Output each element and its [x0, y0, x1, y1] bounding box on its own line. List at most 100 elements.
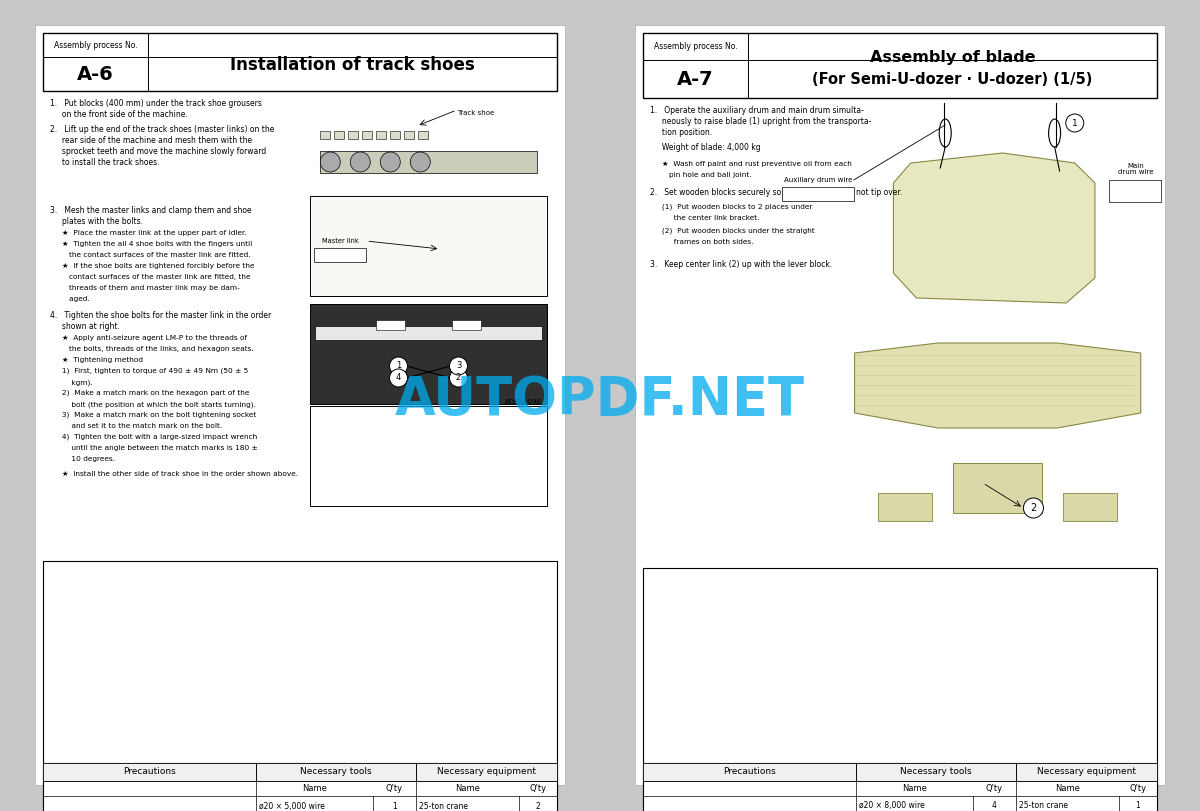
Text: Precautions: Precautions	[124, 767, 176, 776]
Text: and set it to the match mark on the bolt.: and set it to the match mark on the bolt…	[50, 423, 222, 429]
Bar	[43, 561, 557, 811]
Bar	[643, 763, 1157, 811]
Bar	[362, 131, 372, 139]
Text: 1: 1	[391, 801, 396, 810]
Text: kgm).: kgm).	[50, 379, 92, 385]
Bar	[878, 493, 932, 521]
Text: Assembly of blade: Assembly of blade	[870, 49, 1036, 65]
Text: until the angle between the match marks is 180 ±: until the angle between the match marks …	[50, 445, 258, 451]
Text: bolt (the position at which the bolt starts turning).: bolt (the position at which the bolt sta…	[50, 401, 256, 407]
Bar	[348, 131, 359, 139]
Text: Q'ty: Q'ty	[529, 784, 546, 793]
Text: 2.   Set wooden blocks securely so that the blade will not tip over.: 2. Set wooden blocks securely so that th…	[650, 188, 902, 197]
Bar	[419, 131, 428, 139]
Text: 2: 2	[456, 374, 461, 383]
Text: Name: Name	[902, 784, 926, 793]
Circle shape	[380, 152, 401, 172]
Text: 4: 4	[991, 801, 996, 810]
Bar	[311, 406, 547, 506]
Text: Assembly process No.: Assembly process No.	[654, 42, 738, 51]
Text: Track shoe: Track shoe	[457, 110, 494, 116]
Text: frames on both sides.: frames on both sides.	[650, 239, 754, 245]
Text: ★  Wash off paint and rust preventive oil from each: ★ Wash off paint and rust preventive oil…	[650, 161, 852, 167]
Circle shape	[450, 369, 468, 387]
Bar	[43, 33, 557, 91]
Text: 3.   Mesh the master links and clamp them and shoe: 3. Mesh the master links and clamp them …	[50, 206, 252, 215]
Text: shown at right.: shown at right.	[50, 322, 120, 331]
Text: on the front side of the machine.: on the front side of the machine.	[50, 110, 187, 119]
Text: tion position.: tion position.	[650, 128, 712, 137]
Text: 25-ton crane: 25-ton crane	[1019, 801, 1068, 810]
Text: Installation of track shoes: Installation of track shoes	[230, 56, 475, 74]
Text: Master link: Master link	[322, 238, 359, 244]
Bar	[377, 320, 404, 330]
Text: Name: Name	[1055, 784, 1080, 793]
Text: 25-ton crane: 25-ton crane	[419, 801, 468, 810]
Circle shape	[410, 152, 431, 172]
Text: pin hole and ball joint.: pin hole and ball joint.	[650, 172, 751, 178]
Circle shape	[1024, 498, 1044, 518]
Circle shape	[350, 152, 371, 172]
Text: Q'ty: Q'ty	[385, 784, 403, 793]
Bar	[404, 131, 414, 139]
Text: 42: 42	[892, 766, 908, 779]
Text: ø20 × 8,000 wire: ø20 × 8,000 wire	[859, 801, 925, 810]
Text: Auxiliary drum wire: Auxiliary drum wire	[784, 177, 852, 183]
Text: ★  Apply anti-seizure agent LM-P to the threads of: ★ Apply anti-seizure agent LM-P to the t…	[50, 335, 247, 341]
Text: 1: 1	[1135, 801, 1140, 810]
Text: ★  Tighten the all 4 shoe bolts with the fingers until: ★ Tighten the all 4 shoe bolts with the …	[50, 241, 252, 247]
Bar	[335, 131, 344, 139]
Text: Necessary equipment: Necessary equipment	[1037, 767, 1136, 776]
Text: Precautions: Precautions	[724, 767, 776, 776]
Text: 10 degrees.: 10 degrees.	[50, 456, 115, 462]
Text: 2)  Make a match mark on the hexagon part of the: 2) Make a match mark on the hexagon part…	[50, 390, 250, 397]
Text: A-6: A-6	[77, 65, 114, 84]
Bar	[635, 25, 1165, 785]
Text: Q'ty: Q'ty	[1129, 784, 1146, 793]
Text: 1: 1	[1072, 118, 1078, 127]
Text: 4.   Tighten the shoe bolts for the master link in the order: 4. Tighten the shoe bolts for the master…	[50, 311, 271, 320]
Bar	[643, 33, 1157, 98]
Bar	[257, 763, 415, 781]
Text: Weight of blade: 4,000 kg: Weight of blade: 4,000 kg	[650, 143, 761, 152]
Polygon shape	[894, 153, 1094, 303]
Bar	[857, 763, 1015, 781]
Bar	[320, 151, 536, 173]
Bar	[320, 131, 330, 139]
Text: 2: 2	[535, 801, 540, 810]
Text: Necessary tools: Necessary tools	[300, 767, 372, 776]
Bar	[953, 463, 1043, 513]
Text: Necessary equipment: Necessary equipment	[437, 767, 536, 776]
Text: rear side of the machine and mesh them with the: rear side of the machine and mesh them w…	[50, 136, 252, 145]
Bar	[311, 196, 547, 296]
Text: plates with the bolts.: plates with the bolts.	[50, 217, 143, 226]
Bar	[1063, 493, 1117, 521]
Bar	[377, 131, 386, 139]
Text: 3: 3	[456, 362, 461, 371]
Text: 1: 1	[396, 362, 401, 371]
Text: Name: Name	[455, 784, 480, 793]
Text: AD053090: AD053090	[505, 399, 541, 405]
Text: ø20 × 5,000 wire: ø20 × 5,000 wire	[259, 801, 325, 810]
Text: 4: 4	[396, 374, 401, 383]
Bar	[452, 320, 480, 330]
Bar	[316, 326, 541, 340]
Bar	[781, 187, 853, 201]
Text: ★  Tightening method: ★ Tightening method	[50, 357, 143, 363]
Polygon shape	[854, 343, 1141, 428]
Bar	[43, 763, 557, 811]
Text: to install the track shoes.: to install the track shoes.	[50, 158, 160, 167]
Bar	[311, 304, 547, 404]
Text: aged.: aged.	[50, 296, 90, 302]
Text: AUTOPDF.NET: AUTOPDF.NET	[395, 374, 805, 426]
Text: ★  If the shoe bolts are tightened forcibly before the: ★ If the shoe bolts are tightened forcib…	[50, 263, 254, 269]
Bar	[643, 763, 857, 781]
Text: (For Semi-U-dozer · U-dozer) (1/5): (For Semi-U-dozer · U-dozer) (1/5)	[812, 72, 1093, 88]
Text: 1.   Put blocks (400 mm) under the track shoe grousers: 1. Put blocks (400 mm) under the track s…	[50, 99, 262, 108]
Text: 2.   Lift up the end of the track shoes (master links) on the: 2. Lift up the end of the track shoes (m…	[50, 125, 275, 134]
Text: ★  Install the other side of track shoe in the order shown above.: ★ Install the other side of track shoe i…	[50, 471, 298, 477]
Text: ★  Place the master link at the upper part of idler.: ★ Place the master link at the upper par…	[50, 230, 247, 236]
Circle shape	[1066, 114, 1084, 132]
Text: 2: 2	[1031, 503, 1037, 513]
Bar	[35, 25, 565, 785]
